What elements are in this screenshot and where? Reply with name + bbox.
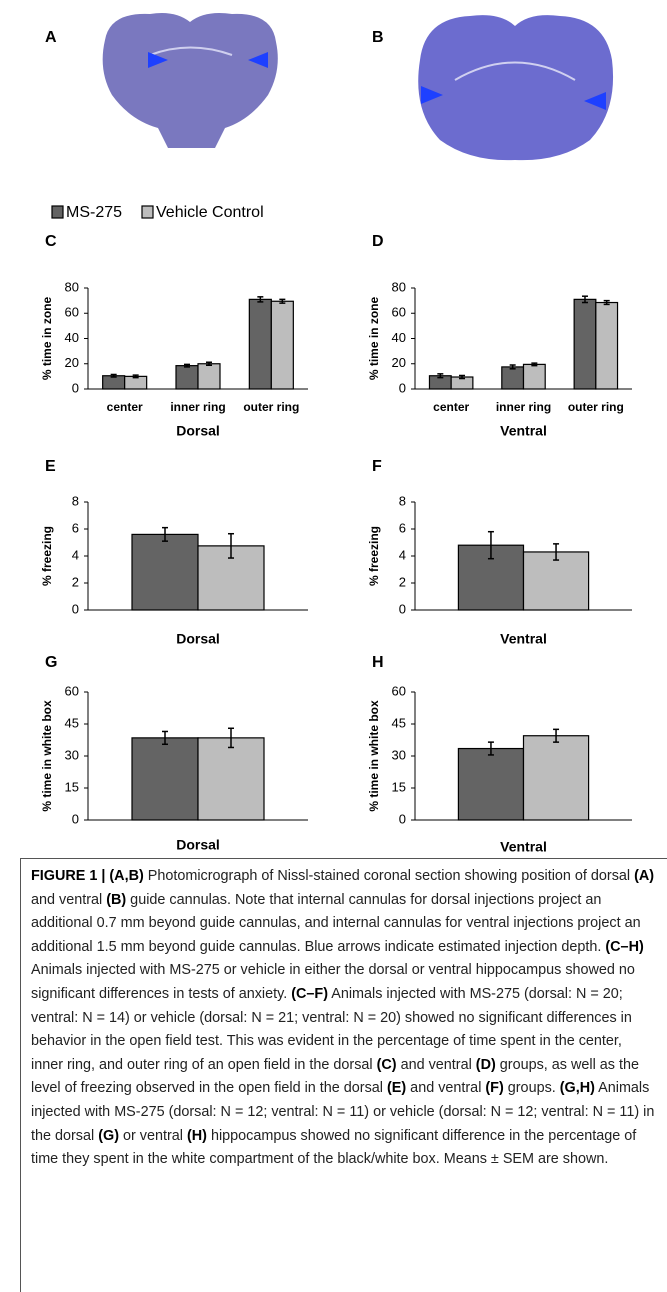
bar — [458, 749, 523, 820]
panel-label: H — [372, 654, 384, 671]
y-tick-label: 0 — [72, 811, 79, 826]
y-tick-label: 20 — [392, 355, 406, 370]
x-axis-title: Ventral — [500, 839, 547, 855]
legend-swatch — [142, 206, 153, 218]
bar — [132, 738, 198, 820]
y-axis-title: % time in zone — [367, 297, 381, 381]
y-tick-label: 80 — [392, 279, 406, 294]
x-tick-label: outer ring — [568, 400, 624, 414]
y-tick-label: 8 — [399, 493, 406, 508]
caption-text: Photomicrograph of Nissl-stained coronal… — [144, 868, 634, 884]
x-tick-label: center — [107, 400, 143, 414]
y-tick-label: 60 — [65, 305, 79, 320]
y-axis-title: % time in zone — [40, 297, 54, 381]
legend-label: Vehicle Control — [156, 204, 264, 221]
bar — [249, 299, 271, 389]
caption-text: (B) — [106, 892, 126, 908]
photomicrograph-b — [418, 15, 613, 160]
legend-swatch — [52, 206, 63, 218]
figure: A B MS-275 Vehicle Control C % time in zone Do… — [0, 0, 667, 858]
photomicrograph-a — [103, 13, 278, 148]
caption-text: groups. — [504, 1080, 560, 1096]
y-tick-label: 2 — [399, 574, 406, 589]
y-tick-label: 0 — [399, 811, 406, 826]
caption-text: (C–H) — [605, 939, 643, 955]
panel-label: G — [45, 654, 57, 671]
x-tick-label: outer ring — [243, 400, 299, 414]
bar — [596, 303, 618, 389]
y-tick-label: 0 — [399, 380, 406, 395]
bar — [198, 364, 220, 389]
panel-label: F — [372, 458, 382, 475]
y-axis-title: % time in white box — [40, 700, 54, 812]
panel-label: B — [372, 29, 384, 46]
caption-text: or ventral — [119, 1128, 187, 1144]
caption-text: (H) — [187, 1128, 207, 1144]
caption-text: and ventral — [397, 1057, 476, 1073]
y-tick-label: 8 — [72, 493, 79, 508]
y-tick-label: 80 — [65, 279, 79, 294]
caption-text: (D) — [476, 1057, 496, 1073]
x-tick-label: inner ring — [496, 400, 551, 414]
y-tick-label: 45 — [392, 715, 406, 730]
caption-text: FIGURE 1 | (A,B) — [31, 868, 144, 884]
caption-text: (A) — [634, 868, 654, 884]
brain-section — [103, 13, 278, 148]
x-tick-label: center — [433, 400, 469, 414]
page: A B MS-275 Vehicle Control C % time in zone Do… — [0, 0, 667, 1292]
legend-label: MS-275 — [66, 204, 122, 221]
bar — [502, 367, 524, 389]
y-tick-label: 45 — [65, 715, 79, 730]
caption-text: (G) — [98, 1128, 119, 1144]
y-tick-label: 15 — [392, 779, 406, 794]
x-axis-title: Ventral — [500, 631, 547, 647]
y-tick-label: 0 — [72, 380, 79, 395]
y-axis-title: % freezing — [40, 526, 54, 586]
panel-label: A — [45, 29, 57, 46]
y-tick-label: 6 — [399, 520, 406, 535]
caption-text: and ventral — [406, 1080, 485, 1096]
y-tick-label: 4 — [399, 547, 406, 562]
y-tick-label: 60 — [392, 305, 406, 320]
y-tick-label: 6 — [72, 520, 79, 535]
bar — [524, 364, 546, 389]
y-axis-title: % time in white box — [367, 700, 381, 812]
y-tick-label: 40 — [392, 330, 406, 345]
y-tick-label: 0 — [72, 601, 79, 616]
caption: FIGURE 1 | (A,B) Photomicrograph of Niss… — [20, 858, 667, 1292]
y-tick-label: 60 — [65, 683, 79, 698]
y-tick-label: 20 — [65, 355, 79, 370]
caption-text: (G,H) — [560, 1080, 595, 1096]
y-tick-label: 4 — [72, 547, 79, 562]
x-axis-title: Dorsal — [176, 423, 220, 439]
y-tick-label: 15 — [65, 779, 79, 794]
x-axis-title: Dorsal — [176, 837, 220, 853]
caption-text: (F) — [485, 1080, 503, 1096]
y-tick-label: 2 — [72, 574, 79, 589]
bar — [574, 299, 596, 389]
caption-text: (E) — [387, 1080, 406, 1096]
bar — [132, 534, 198, 610]
caption-text: (C) — [377, 1057, 397, 1073]
x-axis-title: Dorsal — [176, 631, 220, 647]
y-tick-label: 60 — [392, 683, 406, 698]
y-axis-title: % freezing — [367, 526, 381, 586]
bar — [524, 736, 589, 820]
caption-text: (C–F) — [291, 986, 328, 1002]
caption-text: and ventral — [31, 892, 106, 908]
y-tick-label: 30 — [65, 747, 79, 762]
panel-label: E — [45, 458, 56, 475]
x-axis-title: Ventral — [500, 423, 547, 439]
bar — [198, 738, 264, 820]
y-tick-label: 40 — [65, 330, 79, 345]
bar — [176, 366, 198, 389]
bar — [271, 301, 293, 389]
panel-label: C — [45, 233, 57, 250]
y-tick-label: 0 — [399, 601, 406, 616]
x-tick-label: inner ring — [170, 400, 225, 414]
y-tick-label: 30 — [392, 747, 406, 762]
panel-label: D — [372, 233, 384, 250]
brain-section — [418, 15, 613, 160]
